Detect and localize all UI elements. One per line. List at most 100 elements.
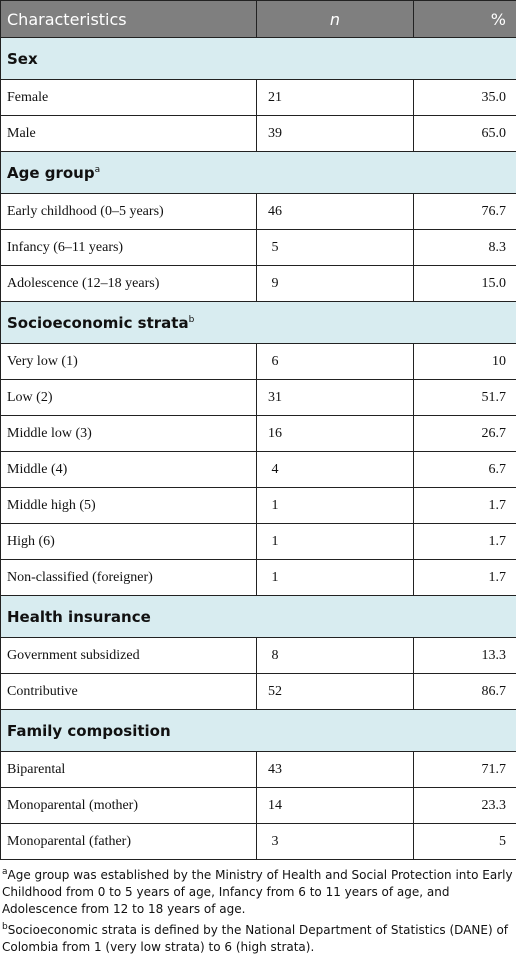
cell: 23.3 bbox=[413, 787, 516, 824]
data-row: Monoparental (mother) 14 23.3 bbox=[0, 787, 516, 824]
data-row: Early childhood (0–5 years) 46 76.7 bbox=[0, 193, 516, 230]
cell: 15.0 bbox=[413, 265, 516, 302]
cell: 4 bbox=[256, 451, 414, 488]
cell: 39 bbox=[256, 115, 414, 152]
data-row: Middle high (5) 1 1.7 bbox=[0, 487, 516, 524]
header-cell: Characteristics bbox=[0, 0, 257, 38]
cell: Monoparental (father) bbox=[0, 823, 257, 860]
cell: Middle high (5) bbox=[0, 487, 257, 524]
superscript: a bbox=[2, 867, 8, 877]
footnote-text: Age group was established by the Ministr… bbox=[2, 868, 513, 916]
cell: 31 bbox=[256, 379, 414, 416]
section-title: Family composition bbox=[7, 721, 171, 740]
footnotes: aAge group was established by the Minist… bbox=[0, 860, 516, 956]
cell: 76.7 bbox=[413, 193, 516, 230]
cell: 10 bbox=[413, 343, 516, 380]
section-cell: Sex bbox=[0, 37, 516, 80]
cell: 1 bbox=[256, 559, 414, 596]
section-cell: Family composition bbox=[0, 709, 516, 752]
cell: 51.7 bbox=[413, 379, 516, 416]
section-row: Socioeconomic stratab bbox=[0, 301, 516, 344]
cell: 52 bbox=[256, 673, 414, 710]
cell: 26.7 bbox=[413, 415, 516, 452]
data-row: Contributive 52 86.7 bbox=[0, 673, 516, 710]
cell: 9 bbox=[256, 265, 414, 302]
header-cell: n bbox=[256, 0, 414, 38]
cell: 1 bbox=[256, 487, 414, 524]
data-row: Very low (1) 6 10 bbox=[0, 343, 516, 380]
header-cell: % bbox=[413, 0, 516, 38]
cell: 3 bbox=[256, 823, 414, 860]
cell: 5 bbox=[256, 229, 414, 266]
section-row: Age groupa bbox=[0, 151, 516, 194]
data-row: Low (2) 31 51.7 bbox=[0, 379, 516, 416]
cell: 1 bbox=[256, 523, 414, 560]
footnote: bSocioeconomic strata is defined by the … bbox=[2, 919, 514, 956]
section-title: Sex bbox=[7, 49, 38, 68]
cell: 65.0 bbox=[413, 115, 516, 152]
cell: Infancy (6–11 years) bbox=[0, 229, 257, 266]
cell: 16 bbox=[256, 415, 414, 452]
cell: High (6) bbox=[0, 523, 257, 560]
footnote: aAge group was established by the Minist… bbox=[2, 864, 514, 918]
cell: Adolescence (12–18 years) bbox=[0, 265, 257, 302]
section-row: Sex bbox=[0, 37, 516, 80]
section-cell: Socioeconomic stratab bbox=[0, 301, 516, 344]
table-body: Sex Female 21 35.0 Male 39 65.0 Age groupa Early… bbox=[0, 37, 516, 860]
cell: Biparental bbox=[0, 751, 257, 788]
superscript: b bbox=[2, 922, 8, 932]
cell: Very low (1) bbox=[0, 343, 257, 380]
cell: 5 bbox=[413, 823, 516, 860]
table: Characteristics n % Sex Female 21 35.0 Male 3… bbox=[0, 0, 516, 860]
cell: Government subsidized bbox=[0, 637, 257, 674]
cell: Middle low (3) bbox=[0, 415, 257, 452]
data-row: Middle low (3) 16 26.7 bbox=[0, 415, 516, 452]
section-cell: Health insurance bbox=[0, 595, 516, 638]
section-row: Family composition bbox=[0, 709, 516, 752]
cell: 1.7 bbox=[413, 487, 516, 524]
cell: 1.7 bbox=[413, 523, 516, 560]
data-row: High (6) 1 1.7 bbox=[0, 523, 516, 560]
cell: Monoparental (mother) bbox=[0, 787, 257, 824]
cell: 6 bbox=[256, 343, 414, 380]
cell: 14 bbox=[256, 787, 414, 824]
cell: Middle (4) bbox=[0, 451, 257, 488]
cell: 21 bbox=[256, 79, 414, 116]
cell: 86.7 bbox=[413, 673, 516, 710]
cell: Female bbox=[0, 79, 257, 116]
cell: 35.0 bbox=[413, 79, 516, 116]
section-row: Health insurance bbox=[0, 595, 516, 638]
cell: 1.7 bbox=[413, 559, 516, 596]
data-row: Monoparental (father) 3 5 bbox=[0, 823, 516, 860]
data-row: Middle (4) 4 6.7 bbox=[0, 451, 516, 488]
cell: 6.7 bbox=[413, 451, 516, 488]
section-title: Socioeconomic strata bbox=[7, 313, 189, 332]
cell: 13.3 bbox=[413, 637, 516, 674]
superscript: a bbox=[94, 164, 101, 175]
cell: Contributive bbox=[0, 673, 257, 710]
cell: Male bbox=[0, 115, 257, 152]
cell: 8.3 bbox=[413, 229, 516, 266]
section-title: Age group bbox=[7, 163, 95, 182]
data-row: Infancy (6–11 years) 5 8.3 bbox=[0, 229, 516, 266]
cell: 71.7 bbox=[413, 751, 516, 788]
data-row: Biparental 43 71.7 bbox=[0, 751, 516, 788]
superscript: b bbox=[188, 314, 195, 325]
footnote-text: Socioeconomic strata is defined by the N… bbox=[2, 923, 509, 954]
section-title: Health insurance bbox=[7, 607, 151, 626]
cell: 46 bbox=[256, 193, 414, 230]
cell: Early childhood (0–5 years) bbox=[0, 193, 257, 230]
data-row: Adolescence (12–18 years) 9 15.0 bbox=[0, 265, 516, 302]
data-row: Female 21 35.0 bbox=[0, 79, 516, 116]
data-row: Male 39 65.0 bbox=[0, 115, 516, 152]
header-row: Characteristics n % bbox=[0, 0, 516, 38]
data-row: Government subsidized 8 13.3 bbox=[0, 637, 516, 674]
cell: Low (2) bbox=[0, 379, 257, 416]
cell: 43 bbox=[256, 751, 414, 788]
cell: 8 bbox=[256, 637, 414, 674]
section-cell: Age groupa bbox=[0, 151, 516, 194]
data-row: Non-classified (foreigner) 1 1.7 bbox=[0, 559, 516, 596]
cell: Non-classified (foreigner) bbox=[0, 559, 257, 596]
